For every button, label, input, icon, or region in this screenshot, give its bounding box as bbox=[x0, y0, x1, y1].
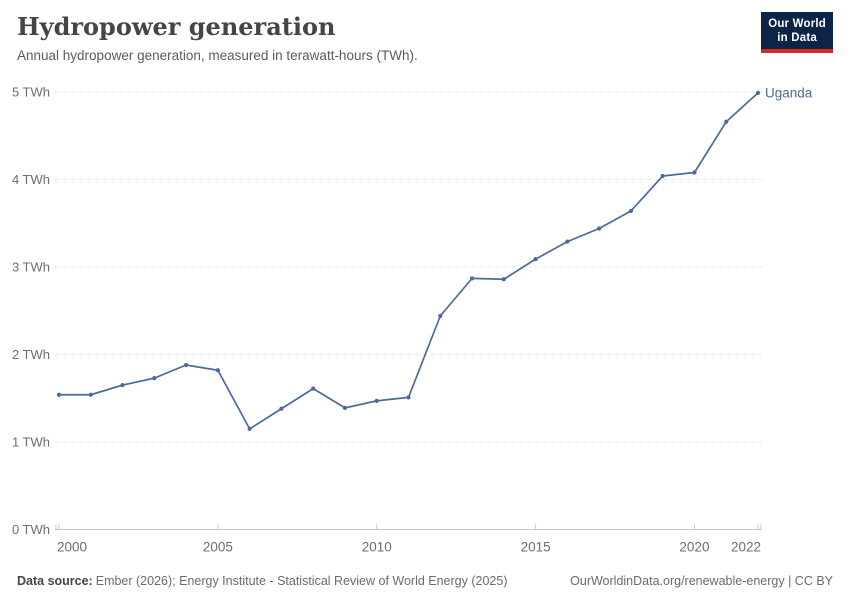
data-point bbox=[692, 170, 697, 175]
owid-logo-line1: Our World bbox=[768, 18, 826, 30]
data-point bbox=[279, 406, 284, 411]
series-label-uganda[interactable]: Uganda bbox=[765, 85, 813, 100]
y-tick-label: 5 TWh bbox=[12, 85, 50, 100]
y-tick-label: 2 TWh bbox=[12, 347, 50, 362]
footer-license-link[interactable]: OurWorldinData.org/renewable-energy | CC… bbox=[570, 574, 833, 588]
data-point bbox=[406, 395, 411, 400]
data-point bbox=[374, 398, 379, 403]
data-point bbox=[755, 90, 761, 95]
x-tick-label: 2000 bbox=[57, 540, 87, 555]
data-point bbox=[152, 376, 157, 381]
owid-logo-line2: in Data bbox=[777, 32, 817, 45]
data-point bbox=[565, 239, 570, 244]
page-title: Hydropower generation bbox=[17, 12, 336, 41]
y-tick-label: 3 TWh bbox=[12, 260, 50, 275]
data-point bbox=[660, 173, 665, 179]
data-point bbox=[469, 276, 475, 281]
y-tick-label: 4 TWh bbox=[12, 172, 50, 187]
data-point bbox=[597, 226, 602, 231]
chart-header: Hydropower generation Annual hydropower … bbox=[17, 13, 750, 64]
data-series-uganda[interactable] bbox=[56, 90, 761, 431]
data-point bbox=[342, 405, 348, 410]
data-source-label: Data source: bbox=[17, 574, 93, 588]
series-line bbox=[58, 92, 759, 430]
y-axis-labels: 0 TWh 1 TWh 2 TWh 3 TWh 4 TWh 5 TWh bbox=[12, 85, 50, 538]
data-point bbox=[724, 119, 729, 124]
x-tick-label: 2022 bbox=[731, 540, 761, 555]
x-tick-label: 2020 bbox=[679, 540, 709, 555]
data-point bbox=[438, 313, 443, 319]
data-point bbox=[628, 208, 634, 214]
y-gridlines bbox=[55, 91, 762, 443]
data-point bbox=[533, 257, 538, 262]
data-point bbox=[501, 277, 506, 282]
data-point bbox=[88, 392, 93, 397]
y-tick-label: 1 TWh bbox=[12, 435, 50, 450]
x-tick-label: 2010 bbox=[362, 540, 392, 555]
data-point bbox=[215, 368, 220, 373]
x-tick-label: 2015 bbox=[521, 540, 551, 555]
data-point bbox=[56, 392, 62, 397]
chart-footer: Data source: Ember (2026); Energy Institu… bbox=[17, 574, 833, 588]
x-tick-label: 2005 bbox=[203, 540, 233, 555]
owid-logo[interactable]: Our World in Data bbox=[761, 12, 833, 53]
data-point bbox=[183, 362, 189, 368]
page-subtitle: Annual hydropower generation, measured i… bbox=[17, 47, 418, 63]
y-tick-label: 0 TWh bbox=[12, 522, 50, 537]
data-point bbox=[311, 386, 316, 391]
data-point bbox=[247, 426, 252, 431]
data-point bbox=[120, 383, 125, 388]
data-source-text: Ember (2026); Energy Institute - Statist… bbox=[95, 574, 508, 588]
x-axis: 2000 2005 2010 2015 2020 2022 bbox=[55, 524, 762, 555]
data-source: Data source: Ember (2026); Energy Institu… bbox=[17, 574, 507, 588]
